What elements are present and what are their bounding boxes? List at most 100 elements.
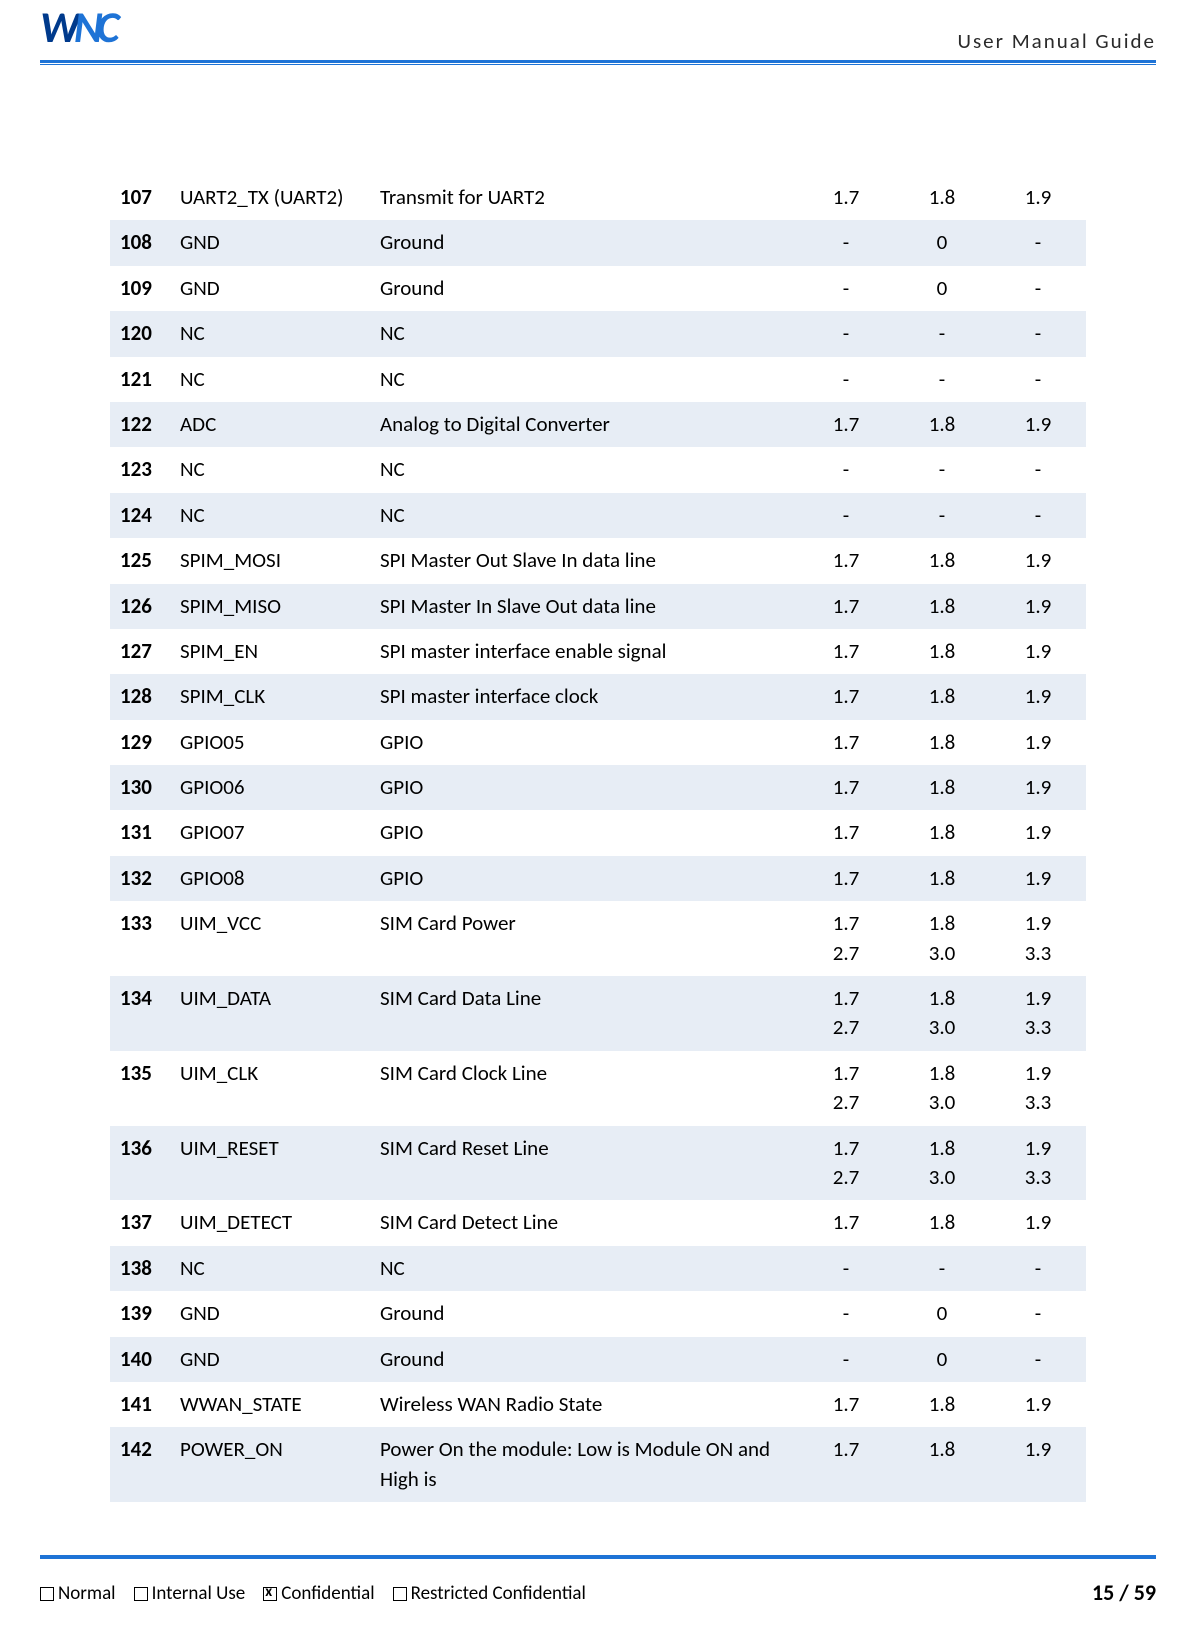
cell-name: POWER_ON — [170, 1427, 370, 1502]
cell-v1: 1.7 — [798, 584, 894, 629]
table-row: 142POWER_ONPower On the module: Low is M… — [110, 1427, 1086, 1502]
cell-pin: 134 — [110, 976, 170, 1051]
cell-v1: 1.7 — [798, 538, 894, 583]
cell-pin: 139 — [110, 1291, 170, 1336]
cell-v3: - — [990, 1337, 1086, 1382]
cell-v1: 1.7 2.7 — [798, 976, 894, 1051]
cell-name: UIM_DATA — [170, 976, 370, 1051]
page-footer: NormalInternal UseConfidentialRestricted… — [40, 1579, 1156, 1606]
cell-v2: 1.8 — [894, 538, 990, 583]
classification-label: Confidential — [281, 1582, 374, 1605]
classification-option: Restricted Confidential — [393, 1582, 586, 1605]
cell-v3: 1.9 — [990, 1427, 1086, 1502]
cell-name: WWAN_STATE — [170, 1382, 370, 1427]
cell-v2: 1.8 — [894, 810, 990, 855]
cell-v2: - — [894, 311, 990, 356]
cell-name: GND — [170, 266, 370, 311]
cell-v3: - — [990, 220, 1086, 265]
cell-pin: 126 — [110, 584, 170, 629]
cell-name: GND — [170, 220, 370, 265]
cell-v2: 1.8 3.0 — [894, 901, 990, 976]
cell-v1: 1.7 — [798, 674, 894, 719]
cell-v1: 1.7 — [798, 720, 894, 765]
cell-pin: 108 — [110, 220, 170, 265]
table-row: 128SPIM_CLKSPI master interface clock1.7… — [110, 674, 1086, 719]
cell-v2: - — [894, 447, 990, 492]
table-row: 136UIM_RESETSIM Card Reset Line1.7 2.71.… — [110, 1126, 1086, 1201]
document-title: User Manual Guide — [958, 28, 1157, 54]
cell-v3: 1.9 — [990, 810, 1086, 855]
cell-v2: 1.8 — [894, 584, 990, 629]
cell-v3: 1.9 3.3 — [990, 976, 1086, 1051]
cell-v1: 1.7 — [798, 765, 894, 810]
cell-name: NC — [170, 357, 370, 402]
cell-v2: 1.8 — [894, 1200, 990, 1245]
cell-v3: 1.9 3.3 — [990, 1126, 1086, 1201]
cell-name: NC — [170, 493, 370, 538]
footer-divider — [40, 1555, 1156, 1560]
table-row: 137UIM_DETECTSIM Card Detect Line1.71.81… — [110, 1200, 1086, 1245]
cell-description: Ground — [370, 1337, 798, 1382]
table-row: 107UART2_TX (UART2)Transmit for UART21.7… — [110, 175, 1086, 220]
cell-name: UIM_RESET — [170, 1126, 370, 1201]
table-row: 135UIM_CLKSIM Card Clock Line1.7 2.71.8 … — [110, 1051, 1086, 1126]
cell-pin: 123 — [110, 447, 170, 492]
cell-name: NC — [170, 447, 370, 492]
cell-v1: - — [798, 447, 894, 492]
page-sep: / — [1114, 1579, 1133, 1606]
classification-option: Confidential — [263, 1582, 374, 1605]
cell-description: SIM Card Power — [370, 901, 798, 976]
cell-v3: 1.9 — [990, 584, 1086, 629]
cell-pin: 124 — [110, 493, 170, 538]
cell-description: GPIO — [370, 810, 798, 855]
classification-label: Internal Use — [152, 1582, 246, 1605]
cell-description: SIM Card Clock Line — [370, 1051, 798, 1126]
cell-v1: 1.7 — [798, 1427, 894, 1502]
table-row: 108GNDGround-0- — [110, 220, 1086, 265]
cell-pin: 130 — [110, 765, 170, 810]
cell-name: UIM_DETECT — [170, 1200, 370, 1245]
cell-description: NC — [370, 311, 798, 356]
cell-v1: 1.7 2.7 — [798, 1126, 894, 1201]
cell-description: NC — [370, 1246, 798, 1291]
cell-description: GPIO — [370, 856, 798, 901]
cell-description: NC — [370, 357, 798, 402]
cell-v3: 1.9 — [990, 765, 1086, 810]
cell-v1: - — [798, 357, 894, 402]
logo-letter-w: W — [40, 0, 78, 54]
table-row: 129GPIO05GPIO1.71.81.9 — [110, 720, 1086, 765]
cell-pin: 131 — [110, 810, 170, 855]
cell-v1: 1.7 — [798, 856, 894, 901]
cell-v3: - — [990, 266, 1086, 311]
cell-v2: 1.8 — [894, 1427, 990, 1502]
cell-pin: 137 — [110, 1200, 170, 1245]
table-row: 139GNDGround-0- — [110, 1291, 1086, 1336]
cell-description: Ground — [370, 220, 798, 265]
pin-table: 107UART2_TX (UART2)Transmit for UART21.7… — [110, 175, 1086, 1502]
cell-name: GPIO05 — [170, 720, 370, 765]
cell-name: UART2_TX (UART2) — [170, 175, 370, 220]
table-row: 122ADCAnalog to Digital Converter1.71.81… — [110, 402, 1086, 447]
header-divider — [40, 60, 1156, 65]
pin-table-container: 107UART2_TX (UART2)Transmit for UART21.7… — [110, 175, 1086, 1502]
cell-v2: - — [894, 493, 990, 538]
cell-v2: 1.8 — [894, 765, 990, 810]
cell-v1: - — [798, 266, 894, 311]
cell-v3: 1.9 — [990, 538, 1086, 583]
cell-pin: 138 — [110, 1246, 170, 1291]
cell-name: GPIO08 — [170, 856, 370, 901]
cell-pin: 129 — [110, 720, 170, 765]
cell-v1: 1.7 — [798, 629, 894, 674]
cell-v2: 1.8 — [894, 402, 990, 447]
header-rule-thin — [40, 64, 1156, 65]
cell-v2: 0 — [894, 266, 990, 311]
cell-name: NC — [170, 311, 370, 356]
cell-description: NC — [370, 493, 798, 538]
cell-pin: 120 — [110, 311, 170, 356]
cell-v2: 1.8 — [894, 720, 990, 765]
cell-description: GPIO — [370, 720, 798, 765]
cell-v1: - — [798, 220, 894, 265]
cell-pin: 140 — [110, 1337, 170, 1382]
cell-v2: - — [894, 357, 990, 402]
table-row: 140GNDGround-0- — [110, 1337, 1086, 1382]
